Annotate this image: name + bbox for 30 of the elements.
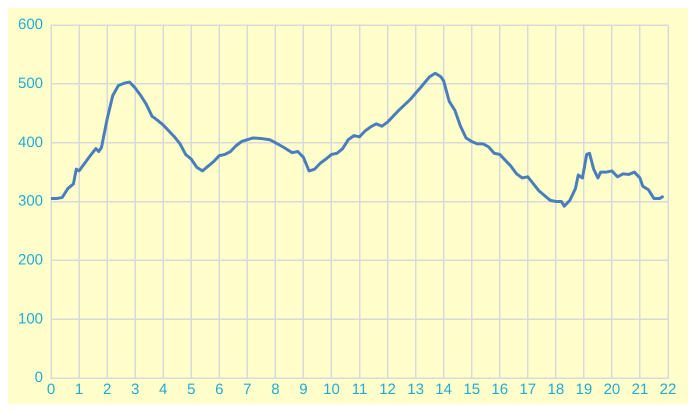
x-tick-label: 15 (463, 381, 480, 398)
x-tick-label: 4 (159, 381, 168, 398)
x-tick-label: 12 (379, 381, 396, 398)
y-tick-label: 300 (18, 192, 44, 210)
y-tick-label: 400 (18, 134, 44, 151)
x-tick-label: 2 (102, 381, 112, 398)
x-tick-label: 21 (632, 381, 648, 398)
y-tick-label: 100 (18, 310, 44, 328)
y-tick-label: 600 (18, 16, 44, 34)
y-tick-label: 500 (18, 74, 44, 92)
x-tick-label: 19 (576, 381, 592, 398)
x-tick-label: 6 (215, 381, 224, 398)
x-tick-label: 13 (407, 381, 424, 398)
x-tick-label: 20 (604, 381, 620, 398)
x-tick-label: 17 (519, 381, 536, 398)
x-tick-label: 11 (352, 381, 368, 398)
x-tick-label: 16 (491, 381, 508, 398)
x-tick-label: 1 (74, 381, 84, 398)
x-tick-label: 18 (547, 381, 564, 398)
y-tick-label: 0 (34, 369, 44, 386)
x-tick-label: 8 (271, 381, 280, 398)
x-tick-label: 14 (435, 381, 452, 398)
x-tick-label: 5 (187, 381, 196, 398)
x-tick-label: 22 (660, 381, 676, 398)
x-tick-label: 7 (243, 381, 252, 398)
x-tick-label: 3 (130, 381, 140, 398)
x-tick-label: 0 (46, 381, 56, 398)
x-tick-label: 10 (323, 381, 340, 398)
y-tick-label: 200 (18, 251, 44, 268)
x-tick-label: 9 (299, 381, 308, 398)
